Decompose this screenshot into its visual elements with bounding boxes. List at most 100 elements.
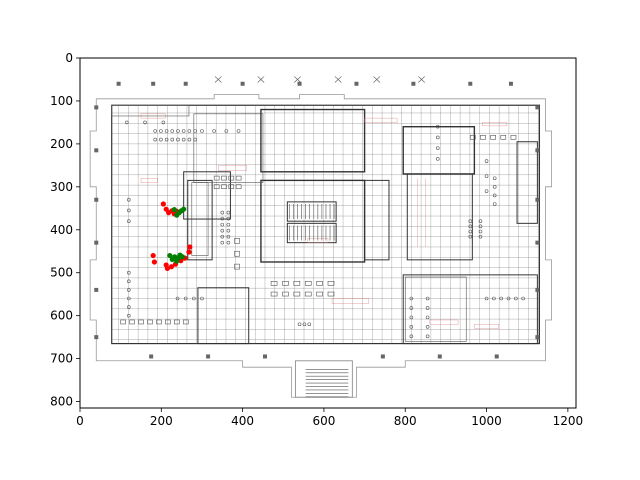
desk	[293, 281, 301, 286]
series-0-point-9	[164, 265, 171, 272]
chair	[514, 296, 518, 301]
desk	[316, 291, 323, 297]
chair	[302, 322, 307, 327]
entrance	[294, 360, 353, 398]
desk	[221, 175, 227, 181]
desk	[480, 135, 486, 140]
column-marker	[183, 81, 188, 86]
desk	[165, 319, 171, 325]
annotation-mark	[331, 298, 369, 304]
column-marker	[262, 354, 267, 359]
window-mark	[373, 76, 381, 83]
chair	[499, 296, 503, 301]
chair	[200, 129, 204, 133]
chair	[307, 322, 312, 327]
y-tick-label: 600	[50, 309, 73, 323]
chair	[126, 197, 131, 202]
scatter-points	[150, 201, 193, 272]
room	[364, 179, 390, 261]
series-1-point-5	[167, 252, 173, 259]
chair	[164, 129, 169, 133]
chair	[478, 229, 483, 234]
column-marker	[94, 240, 99, 245]
series-1-point-4	[181, 206, 187, 212]
chair	[187, 129, 192, 133]
column-marker	[354, 81, 359, 86]
y-axis: 0 100 200 300 400 500 600 700 800	[50, 51, 80, 409]
chair	[468, 224, 473, 229]
chair	[170, 129, 175, 133]
column-marker	[94, 197, 99, 202]
desk	[500, 135, 507, 140]
desk	[316, 281, 323, 286]
series-1-point-0	[171, 206, 177, 213]
annotation-mark	[140, 113, 166, 119]
desk	[270, 281, 278, 286]
desk	[293, 291, 301, 297]
column-marker	[437, 354, 442, 359]
room	[193, 113, 264, 183]
x-tick-label: 0	[76, 414, 84, 428]
y-tick-label: 700	[50, 352, 73, 366]
series-0-point-10	[168, 264, 175, 270]
series-1-point-11	[179, 254, 186, 260]
y-tick-label: 400	[50, 223, 73, 237]
chair	[220, 228, 225, 233]
column-marker	[535, 197, 540, 202]
desk	[327, 281, 335, 286]
chair	[409, 306, 414, 310]
desk	[156, 319, 162, 325]
chair	[492, 193, 497, 198]
axes-frame	[79, 57, 577, 409]
chair	[506, 296, 511, 301]
core-room	[286, 201, 337, 222]
chair	[124, 120, 129, 125]
column-marker	[151, 81, 156, 86]
column-marker	[468, 81, 473, 86]
desk	[234, 263, 240, 270]
desk	[221, 184, 227, 189]
chair	[153, 129, 158, 133]
chair	[176, 129, 180, 133]
column-marker	[535, 148, 540, 153]
chair	[159, 129, 163, 133]
column-marker	[94, 148, 99, 153]
chair	[409, 296, 414, 301]
x-tick-label: 1200	[553, 414, 584, 428]
column-marker	[94, 335, 99, 340]
annotation-mark	[217, 165, 247, 171]
chair	[200, 296, 204, 301]
chair	[126, 313, 131, 318]
chair	[409, 334, 414, 339]
chair	[226, 228, 231, 233]
window-mark	[214, 76, 222, 83]
desk	[182, 319, 189, 325]
column-marker	[94, 287, 99, 292]
chair	[126, 288, 131, 292]
desk	[304, 291, 312, 297]
desk	[234, 238, 240, 244]
chair	[484, 296, 489, 301]
chair	[435, 135, 440, 140]
chair	[224, 129, 229, 133]
chair	[220, 240, 225, 245]
y-tick-label: 800	[50, 395, 73, 409]
annotation-mark	[140, 177, 158, 183]
chair	[226, 240, 231, 245]
column-marker	[240, 81, 245, 86]
chair	[220, 210, 225, 215]
x-tick-label: 800	[394, 414, 417, 428]
chair	[492, 202, 497, 206]
chair	[181, 129, 186, 133]
chair	[192, 296, 196, 301]
chair	[435, 157, 440, 161]
y-tick-label: 200	[50, 137, 73, 151]
chair	[425, 296, 430, 301]
x-axis: 0 200 400 600 800 1000 1200	[76, 408, 583, 428]
chair	[153, 137, 158, 142]
chair	[126, 208, 131, 213]
window-mark	[257, 76, 265, 83]
desk	[174, 319, 180, 325]
series-0-point-6	[150, 252, 156, 259]
